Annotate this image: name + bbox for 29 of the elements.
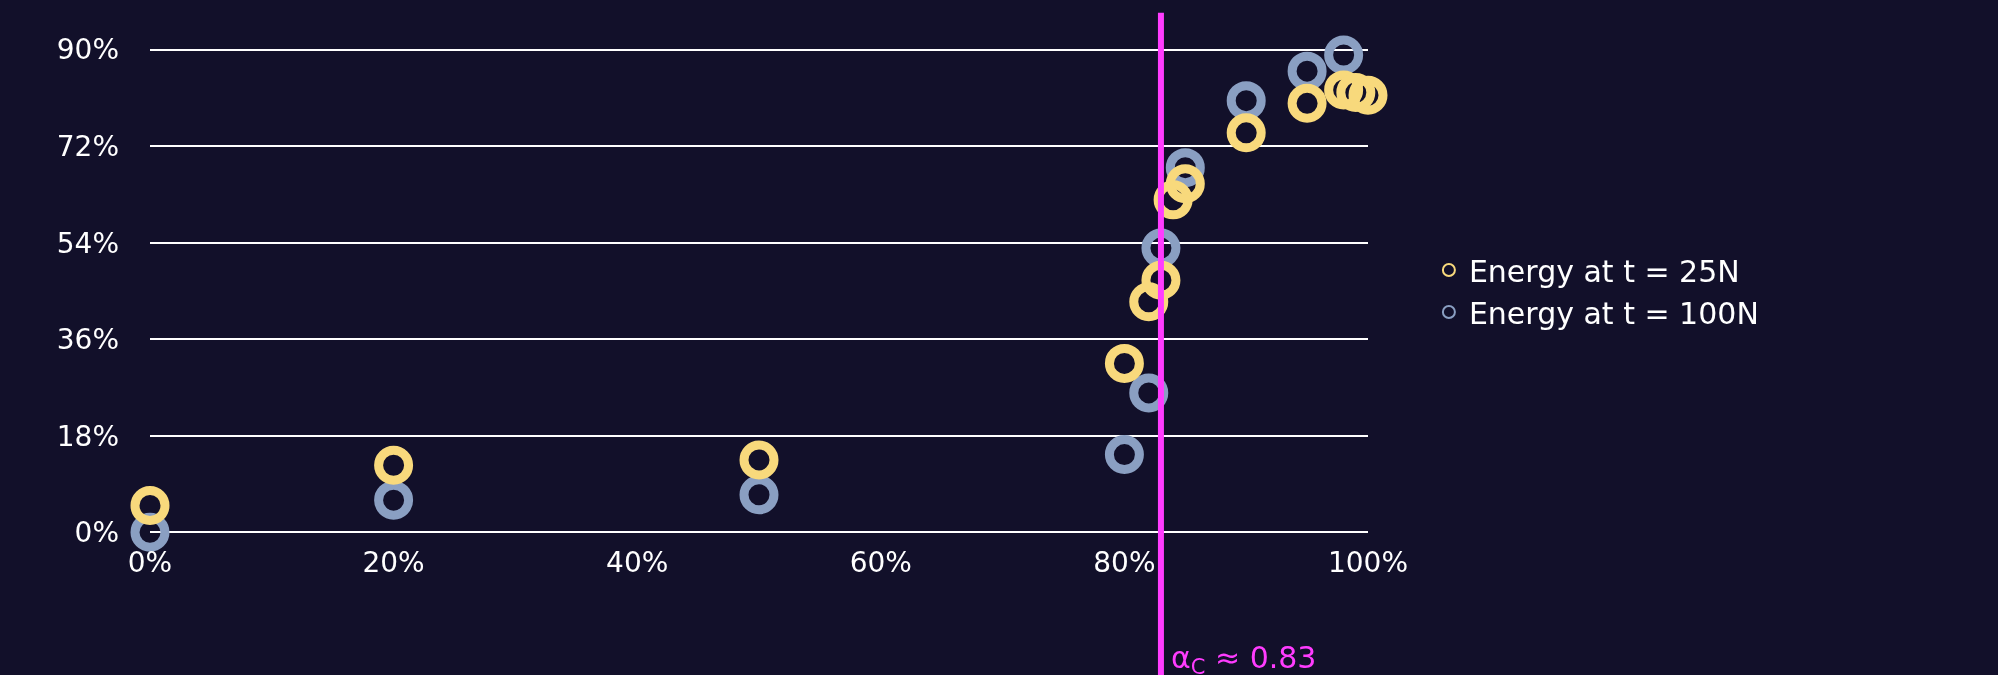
point [1336, 73, 1376, 113]
legend-label: Energy at t = 100N [1468, 295, 1759, 331]
x-tick-label: 40% [606, 546, 669, 579]
point [1165, 164, 1205, 204]
x-tick-label: 60% [849, 546, 912, 579]
point [1104, 435, 1144, 475]
point [130, 486, 170, 525]
x-tick-label: 100% [1327, 546, 1409, 579]
point [1324, 35, 1364, 75]
point [1226, 113, 1266, 153]
y-tick-label: 36% [56, 323, 119, 357]
y-tick-label: 0% [74, 516, 119, 550]
point [739, 475, 779, 515]
x-tick-label: 80% [1093, 546, 1156, 579]
point [374, 480, 414, 520]
y-tick-label: 72% [56, 130, 119, 164]
y-tick-label: 54% [56, 226, 119, 260]
y-tick-label: 90% [56, 33, 119, 67]
point [1287, 83, 1327, 123]
point [1104, 343, 1144, 383]
point [374, 445, 414, 485]
point [739, 440, 779, 480]
x-tick-label: 0% [127, 546, 173, 579]
x-tick-label: 20% [362, 546, 425, 579]
point [1348, 75, 1388, 115]
legend-label: Energy at t = 25N [1468, 253, 1740, 289]
point [1324, 70, 1364, 110]
ref-line-label: α$_{C}$ ≈ 0.83 [1171, 640, 1317, 675]
y-tick-label: 18% [56, 419, 119, 453]
